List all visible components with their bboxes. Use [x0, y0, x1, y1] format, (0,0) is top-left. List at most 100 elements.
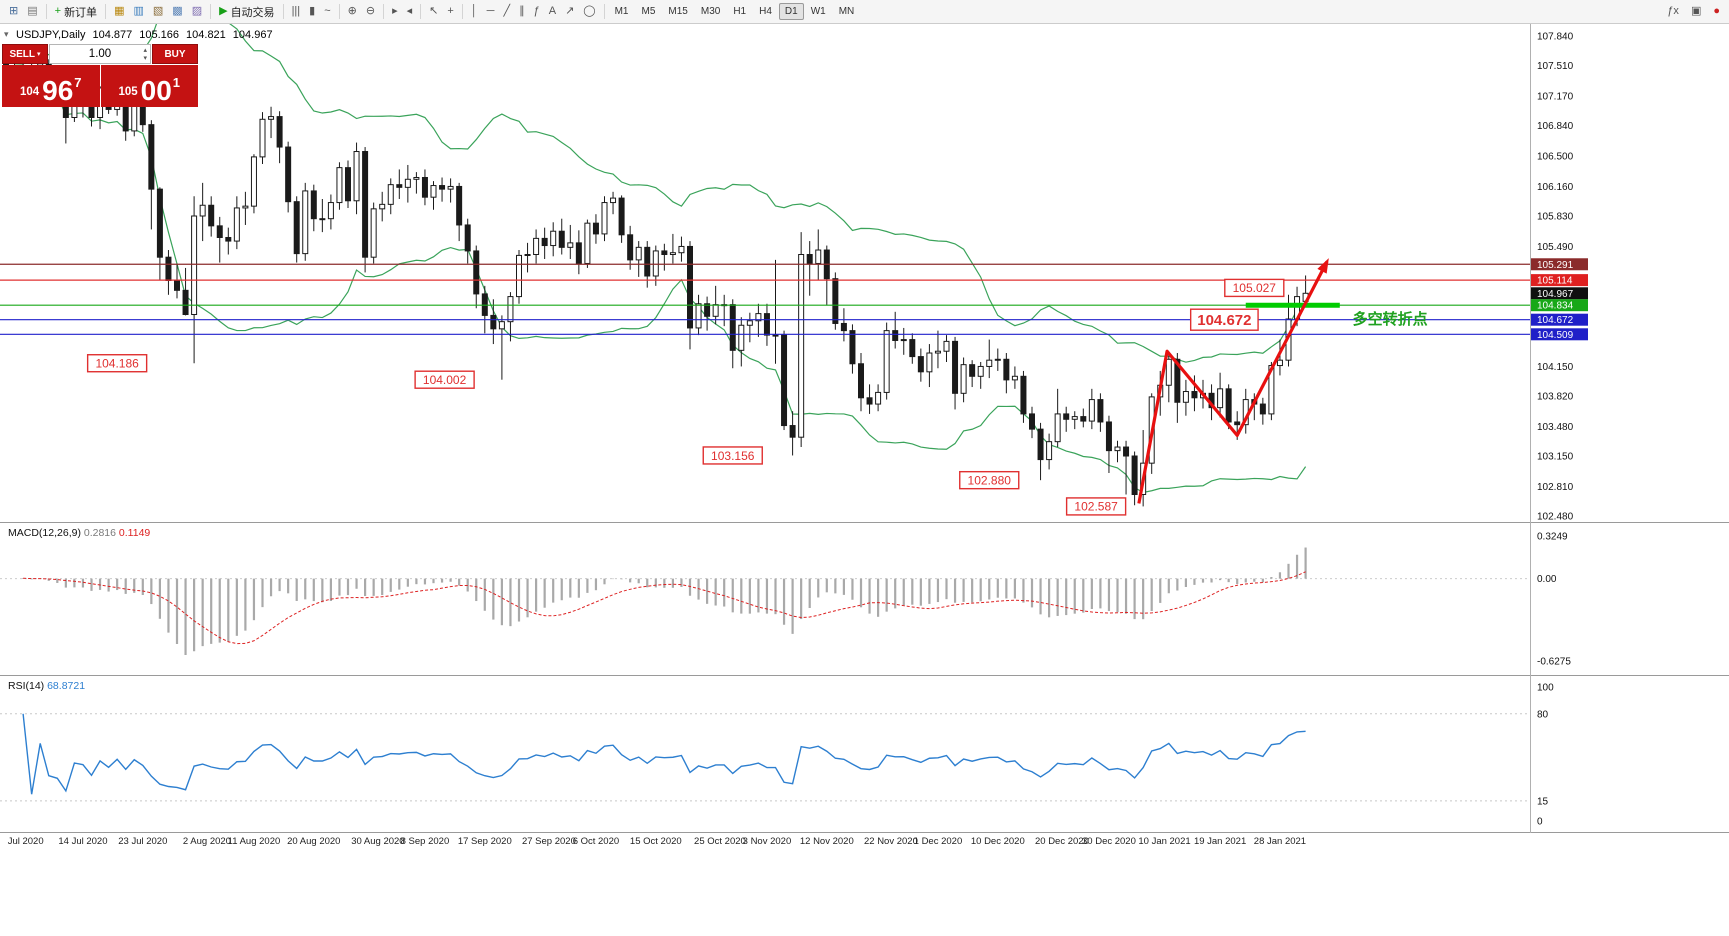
trendline-icon: ╱ — [503, 5, 511, 17]
buy-button[interactable]: BUY — [152, 44, 198, 64]
market-watch-button[interactable]: ▦ — [110, 1, 128, 22]
bar-chart-icon: ||| — [291, 5, 301, 17]
volume-down-icon[interactable]: ▾ — [143, 55, 147, 62]
rsi-tick-label: 0 — [1537, 817, 1543, 828]
macd-tick-label: -0.6275 — [1537, 657, 1571, 668]
svg-text:103.156: 103.156 — [711, 449, 755, 463]
axis-price-tag: 104.834 — [1531, 299, 1588, 312]
timeframe-m1-button[interactable]: M1 — [614, 6, 629, 17]
trendline-button[interactable]: ╱ — [499, 1, 514, 22]
date-tick-label: 20 Dec 2020 — [1034, 836, 1089, 847]
auto-scroll-icon: ▸ — [392, 5, 398, 17]
price-tick-label: 107.170 — [1537, 92, 1574, 103]
date-tick-label: 10 Dec 2020 — [970, 836, 1025, 847]
svg-text:104.186: 104.186 — [95, 357, 139, 371]
autotrading-button[interactable]: ▶ 自动交易 — [215, 1, 278, 22]
macd-panel[interactable]: 0.3249 0.00 -0.6275 MACD(12,26,9) 0.2816 0.… — [0, 522, 1729, 675]
axis-price-tag: 104.672 — [1531, 313, 1588, 326]
crosshair-button[interactable]: + — [443, 1, 457, 22]
templates-button[interactable]: ▣ — [1687, 1, 1705, 22]
volume-up-icon[interactable]: ▴ — [143, 47, 147, 54]
data-window-button[interactable]: ▥ — [129, 1, 147, 22]
toolbar-separator — [338, 4, 340, 19]
timeframe-d1-button[interactable]: D1 — [778, 3, 804, 20]
date-tick-label: 11 Aug 2020 — [227, 836, 281, 847]
volume-field[interactable]: 1.00 ▴ ▾ — [49, 44, 151, 64]
date-tick-label: 28 Jan 2021 — [1253, 836, 1307, 847]
trend-zigzag-line[interactable] — [1137, 260, 1329, 504]
price-callout-label[interactable]: 103.156 — [702, 446, 763, 465]
ohlc-high: 105.166 — [139, 29, 180, 41]
price-tick-label: 105.830 — [1537, 212, 1574, 223]
sell-options-caret-icon: ▾ — [37, 51, 41, 58]
price-callout-label[interactable]: 105.027 — [1224, 278, 1285, 298]
shapes-button[interactable]: ◯ — [579, 1, 599, 22]
indicators-button[interactable]: ƒx — [1663, 1, 1683, 22]
candlestick-chart-button[interactable]: ▮ — [305, 1, 319, 22]
ohlc-close: 104.967 — [232, 29, 273, 41]
price-callout-label[interactable]: 102.587 — [1065, 497, 1127, 516]
timeframe-h4-button[interactable]: H4 — [759, 6, 772, 17]
main-chart[interactable]: 107.840 107.510 107.170 106.840 106.500 106.1… — [0, 24, 1729, 522]
price-callout-label[interactable]: 104.672 — [1189, 308, 1259, 331]
timeframe-w1-button[interactable]: W1 — [810, 6, 826, 17]
vertical-line-button[interactable]: │ — [467, 1, 482, 22]
date-tick-label: 30 Dec 2020 — [1082, 836, 1136, 847]
date-tick-label: 3 Nov 2020 — [742, 836, 792, 847]
zoom-out-button[interactable]: ⊖ — [362, 1, 379, 22]
strategy-tester-icon: ▨ — [191, 5, 203, 17]
sell-button[interactable]: SELL ▾ — [2, 44, 48, 64]
horizontal-line-button[interactable]: ─ — [483, 1, 499, 22]
time-axis[interactable]: Jul 2020 14 Jul 2020 23 Jul 2020 2 Aug 2020… — [0, 834, 1729, 852]
turning-point-annotation[interactable]: 多空转折点 — [1353, 310, 1428, 328]
vertical-line-icon: │ — [470, 5, 478, 17]
timeframe-m5-button[interactable]: M5 — [641, 6, 656, 17]
timeframe-m15-button[interactable]: M15 — [668, 6, 688, 17]
navigator-button[interactable]: ▧ — [149, 1, 167, 22]
cursor-button[interactable]: ↖ — [425, 1, 442, 22]
new-chart-button[interactable]: ⊞ — [5, 1, 22, 22]
toolbar-separator — [420, 4, 422, 19]
sell-price-panel[interactable]: 104 96 7 — [2, 65, 100, 107]
fibonacci-button[interactable]: ƒ — [530, 1, 544, 22]
rsi-panel[interactable]: 100 80 15 0 RSI(14) 68.8721 — [0, 675, 1729, 834]
autotrading-icon: ▶ — [219, 5, 228, 17]
trend-arrow-head-icon — [1317, 258, 1329, 274]
timeframe-h1-button[interactable]: H1 — [733, 6, 747, 17]
channel-icon: ∥ — [519, 5, 525, 17]
bar-chart-button[interactable]: ||| — [288, 1, 305, 22]
auto-scroll-button[interactable]: ▸ — [388, 1, 402, 22]
profiles-button[interactable]: ▤ — [23, 1, 41, 22]
price-callout-label[interactable]: 104.002 — [414, 370, 475, 389]
strategy-tester-button[interactable]: ▨ — [188, 1, 206, 22]
zoom-out-icon: ⊖ — [365, 5, 376, 17]
rsi-tick-label: 100 — [1537, 683, 1554, 694]
timeframe-mn-button[interactable]: MN — [838, 6, 855, 17]
price-tick-label: 103.820 — [1537, 392, 1574, 403]
zoom-in-button[interactable]: ⊕ — [344, 1, 361, 22]
channel-button[interactable]: ∥ — [515, 1, 529, 22]
text-button[interactable]: A — [545, 1, 560, 22]
arrow-tool-button[interactable]: ↗ — [561, 1, 578, 22]
terminal-button[interactable]: ▩ — [168, 1, 186, 22]
community-icon[interactable]: ● — [1709, 1, 1724, 22]
sell-price-sup: 7 — [74, 75, 82, 90]
timeframe-m30-button[interactable]: M30 — [700, 6, 721, 17]
price-callout-label[interactable]: 102.880 — [959, 470, 1020, 490]
svg-text:105.027: 105.027 — [1233, 281, 1277, 295]
volume-stepper[interactable]: ▴ ▾ — [143, 47, 147, 63]
one-click-collapse-arrow[interactable]: ▾ — [4, 29, 9, 39]
new-order-button[interactable]: + 新订单 — [51, 1, 101, 22]
sell-price-prefix: 104 — [19, 86, 40, 99]
axis-price-tag: 104.967 — [1531, 287, 1588, 300]
price-callout-label[interactable]: 104.186 — [86, 354, 148, 373]
toolbar-separator — [461, 4, 463, 19]
toolbar-separator — [282, 4, 284, 19]
buy-price-sup: 1 — [172, 75, 181, 90]
axis-price-tag: 105.114 — [1531, 274, 1588, 287]
price-tick-label: 102.810 — [1537, 482, 1574, 493]
chart-shift-button[interactable]: ◂ — [403, 1, 417, 22]
line-chart-button[interactable]: ~ — [320, 1, 334, 22]
buy-price-panel[interactable]: 105 00 1 — [100, 65, 198, 107]
